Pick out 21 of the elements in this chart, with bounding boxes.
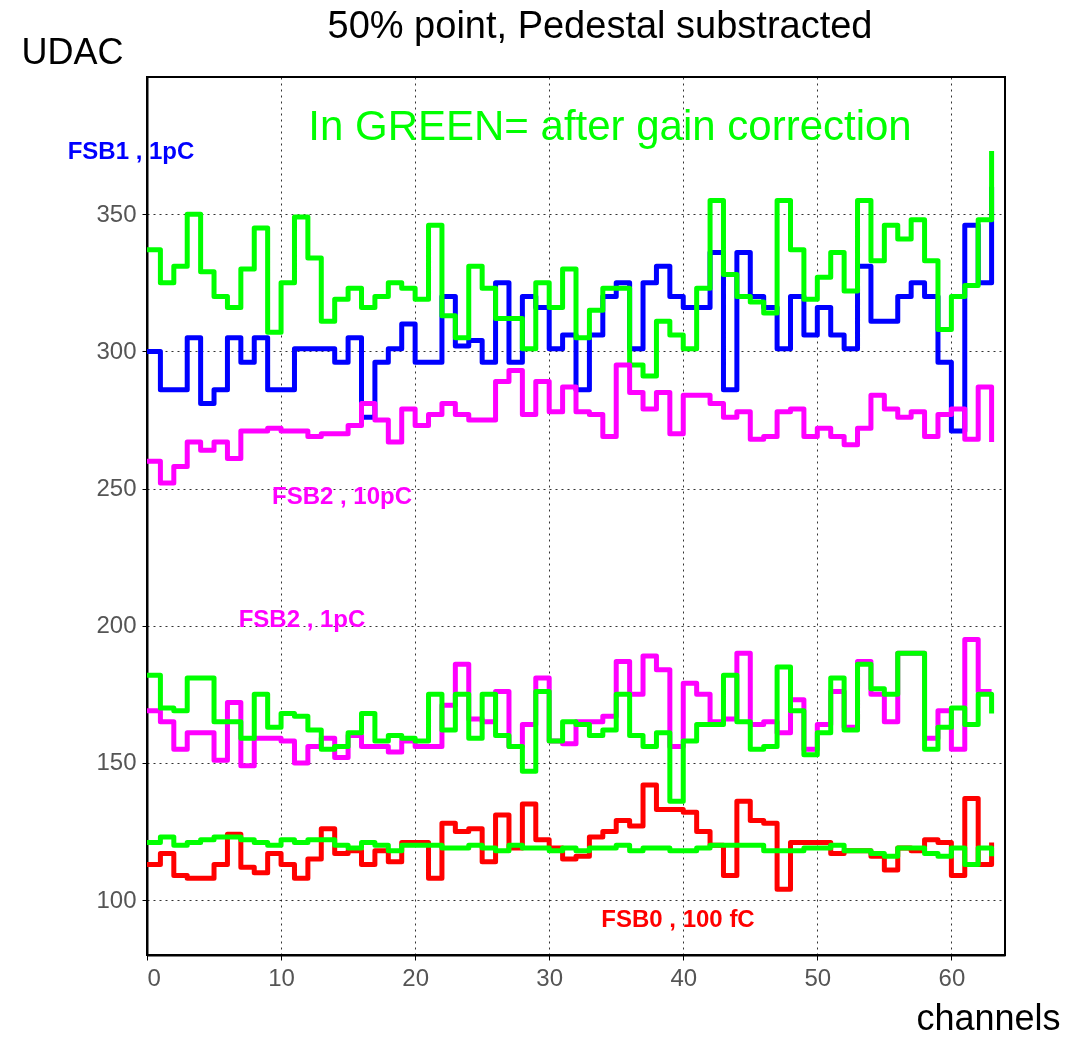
y-tick-label: 350 <box>96 199 137 227</box>
y-tick-label: 300 <box>96 336 137 364</box>
y-tick-label: 250 <box>96 474 137 502</box>
chart-title: 50% point, Pedestal substracted <box>327 4 873 46</box>
y-tick-label: 100 <box>96 885 137 913</box>
x-tick-label: 0 <box>147 963 161 991</box>
text: FSB2 , 1pC <box>238 605 366 632</box>
annotation: In GREEN= after gain correction <box>308 102 912 149</box>
y-tick-label: 150 <box>96 748 137 776</box>
x-tick-label: 50 <box>804 963 832 991</box>
y-axis-title: UDAC <box>21 30 124 72</box>
x-axis-title: channels <box>916 996 1061 1038</box>
x-tick-label: 10 <box>268 963 295 991</box>
series-label: FSB0 , 100 fC <box>601 905 755 932</box>
x-tick-label: 20 <box>402 963 429 991</box>
y-tick-label: 200 <box>96 611 137 639</box>
x-tick-label: 30 <box>536 963 564 991</box>
x-tick-label: 60 <box>938 963 966 991</box>
text: FSB1 , 1pC <box>67 137 195 164</box>
series-label: FSB2 , 10pC <box>271 482 413 509</box>
x-tick-label: 40 <box>670 963 698 991</box>
